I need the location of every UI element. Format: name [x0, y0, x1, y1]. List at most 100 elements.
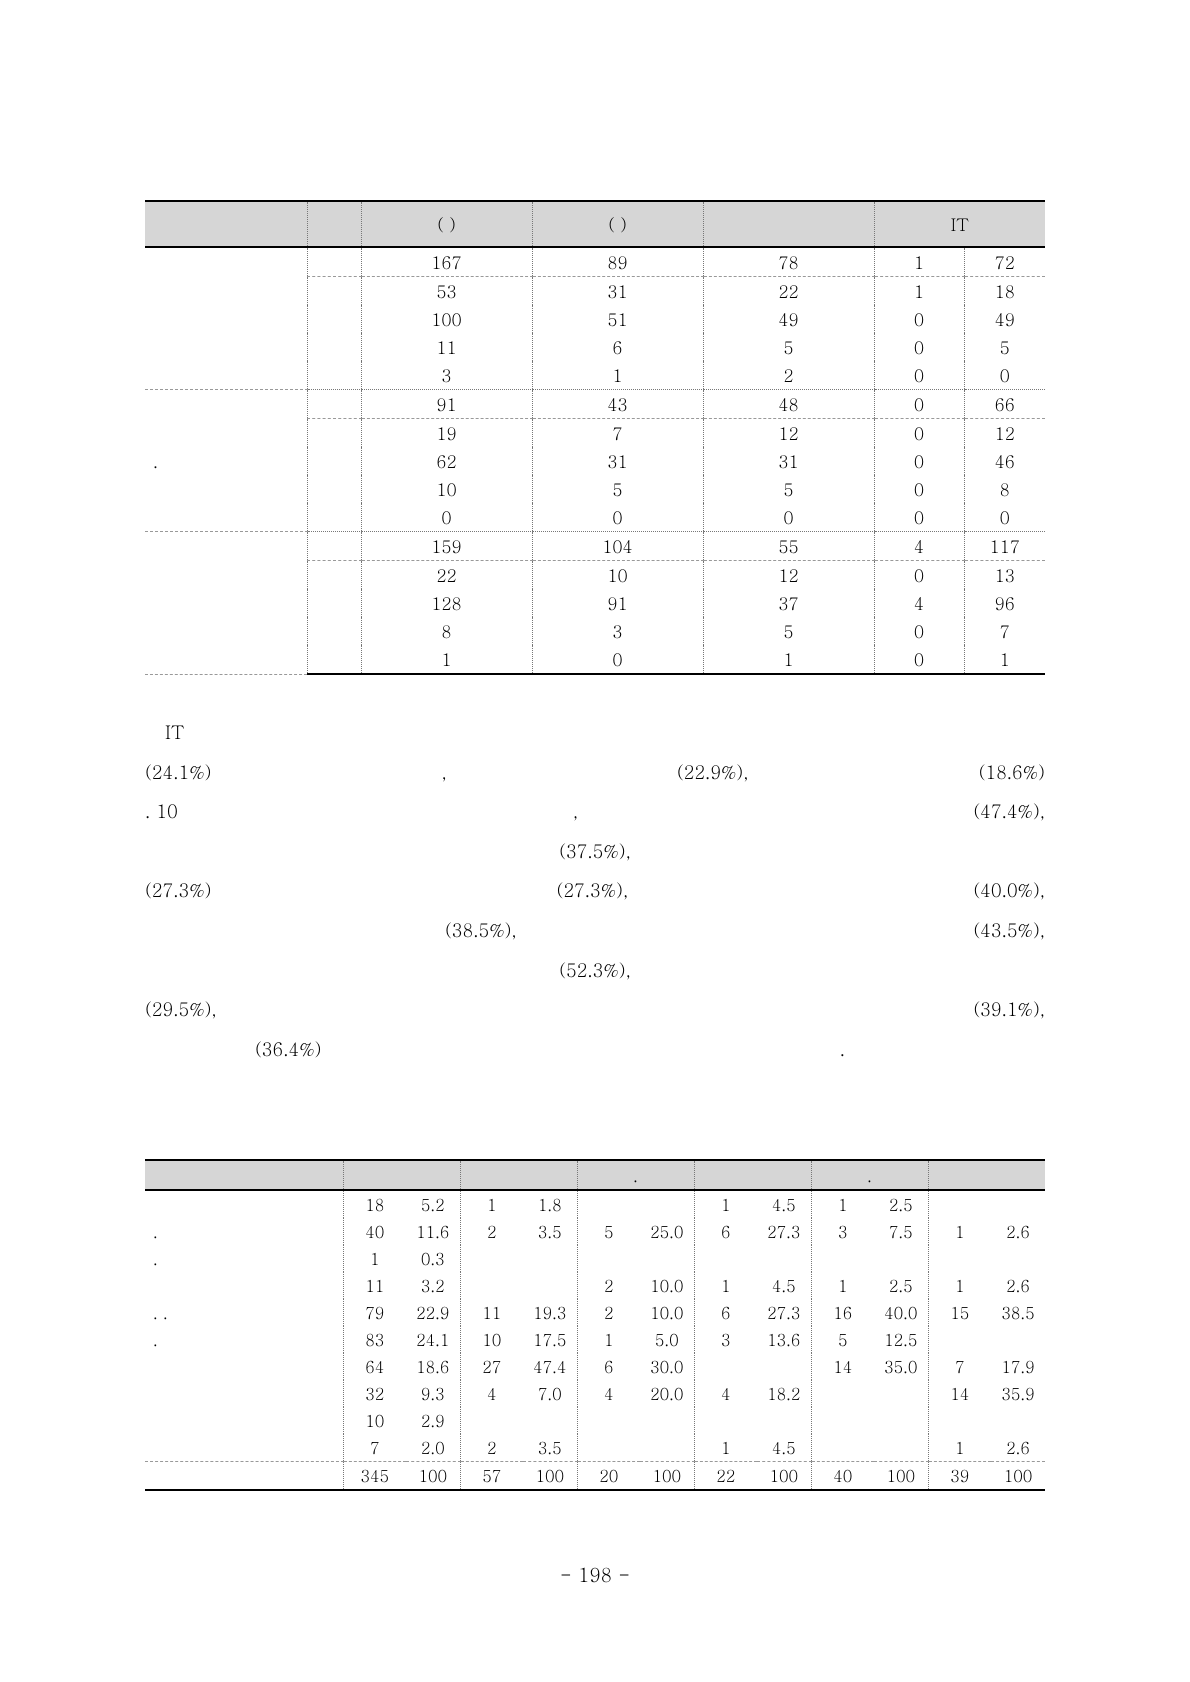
t1-cell: 1	[874, 247, 964, 277]
t1-cell: 72	[964, 247, 1045, 277]
t2-cell: 100	[874, 1462, 928, 1491]
t1-cell: 0	[874, 447, 964, 475]
t2-cell: 1	[811, 1272, 874, 1299]
t2-cell: 3.5	[523, 1434, 577, 1462]
t2-cell: 100	[640, 1462, 694, 1491]
para-token: . 10	[145, 792, 178, 832]
t2-cell	[523, 1407, 577, 1434]
t1-cell: 22	[361, 561, 532, 590]
t2-cell	[577, 1407, 640, 1434]
t1-cell: 5	[532, 475, 703, 503]
t2-cell: 2	[577, 1299, 640, 1326]
t1-cell: 3	[361, 361, 532, 390]
t1-cell: 5	[703, 617, 874, 645]
t1-cell: 100	[361, 305, 532, 333]
t1-h1	[307, 201, 361, 247]
t2-cell	[928, 1245, 991, 1272]
t2-cell: 9.3	[406, 1380, 460, 1407]
t1-cell: 48	[703, 390, 874, 419]
t2-cell: 1	[694, 1190, 757, 1218]
t2-cell: 5.0	[640, 1326, 694, 1353]
t1-cell: 96	[964, 589, 1045, 617]
t1-cell	[307, 333, 361, 361]
table-2-row: 72.023.514.512.6	[145, 1434, 1045, 1462]
t2-cell: 24.1	[406, 1326, 460, 1353]
t2-cell	[460, 1407, 523, 1434]
t1-cell: 7	[964, 617, 1045, 645]
t1-cell	[307, 390, 361, 419]
t1-cell: 0	[874, 617, 964, 645]
t1-cell: 18	[964, 277, 1045, 306]
table-1: ( ) ( ) IT 16789781725331221181005149049…	[145, 200, 1045, 675]
para-token: (47.4%),	[973, 792, 1045, 832]
t2-cell: 40	[343, 1218, 406, 1245]
t2-left-cell: . .	[145, 1299, 343, 1326]
t1-cell: 1	[532, 361, 703, 390]
t2-cell	[523, 1272, 577, 1299]
t1-h4	[703, 201, 874, 247]
t2-left-cell	[145, 1434, 343, 1462]
para-line: (24.1%),(22.9%),(18.6%)	[145, 753, 1045, 793]
t1-cell: 12	[703, 419, 874, 448]
table-2-row: 113.2210.014.512.512.6	[145, 1272, 1045, 1299]
t1-cell: 5	[703, 475, 874, 503]
t1-cell: 1	[361, 645, 532, 674]
t2-cell: 20	[577, 1462, 640, 1491]
t1-cell	[307, 503, 361, 532]
t1-cell: 8	[361, 617, 532, 645]
t2-cell: 32	[343, 1380, 406, 1407]
t1-cell: 104	[532, 532, 703, 561]
para-token: (18.6%)	[979, 753, 1045, 793]
t2-cell	[874, 1434, 928, 1462]
t1-cell	[307, 561, 361, 590]
table-2-row: 102.9	[145, 1407, 1045, 1434]
t2-cell: 38.5	[991, 1299, 1045, 1326]
t2-h3: .	[577, 1160, 694, 1190]
t2-cell	[928, 1190, 991, 1218]
t2-cell: 22.9	[406, 1299, 460, 1326]
t1-cell: 12	[964, 419, 1045, 448]
para-line: (27.3%)(27.3%),(40.0%),	[145, 871, 1045, 911]
para-token: (27.3%),	[557, 871, 629, 911]
t1-cell: 10	[361, 475, 532, 503]
table-2: . . 185.211.814.512.5.4011.623.5525.0627…	[145, 1159, 1045, 1491]
t1-cell: 49	[964, 305, 1045, 333]
t2-cell	[577, 1245, 640, 1272]
t2-cell: 6	[694, 1218, 757, 1245]
t2-cell	[991, 1326, 1045, 1353]
t2-cell: 4.5	[757, 1434, 811, 1462]
t1-cell: 66	[964, 390, 1045, 419]
table-2-row: 185.211.814.512.5	[145, 1190, 1045, 1218]
para-token: (24.1%)	[145, 753, 211, 793]
t2-cell: 64	[343, 1353, 406, 1380]
t2-cell: 17.9	[991, 1353, 1045, 1380]
t1-cell: 117	[964, 532, 1045, 561]
t2-left-cell: .	[145, 1245, 343, 1272]
t1-cell	[307, 532, 361, 561]
t2-cell: 1	[928, 1434, 991, 1462]
t2-cell	[991, 1245, 1045, 1272]
t2-h2	[460, 1160, 577, 1190]
t1-cell: 3	[532, 617, 703, 645]
page-number: - 198 -	[145, 1561, 1045, 1588]
body-paragraph: IT (24.1%),(22.9%),(18.6%). 10,(47.4%),(…	[145, 713, 1045, 1069]
t2-h6	[928, 1160, 1045, 1190]
table-1-summary-row: 159104554117	[145, 532, 1045, 561]
t1-cell: 91	[361, 390, 532, 419]
table-1-summary-row: .914348066	[145, 390, 1045, 419]
t1-cell: 2	[703, 361, 874, 390]
para-token: ,	[441, 753, 446, 793]
t2-cell: 2	[460, 1218, 523, 1245]
t1-cell	[307, 305, 361, 333]
t1-cell: 10	[532, 561, 703, 590]
t1-cell: 6	[532, 333, 703, 361]
t1-cell: 0	[874, 475, 964, 503]
t1-h2: ( )	[361, 201, 532, 247]
t2-left-cell	[145, 1462, 343, 1491]
t2-cell	[640, 1434, 694, 1462]
para-line: (52.3%),	[145, 951, 1045, 991]
t1-h5: IT	[874, 201, 1045, 247]
para-line-it: IT	[145, 713, 1045, 753]
t2-cell	[757, 1353, 811, 1380]
t1-cell: 159	[361, 532, 532, 561]
